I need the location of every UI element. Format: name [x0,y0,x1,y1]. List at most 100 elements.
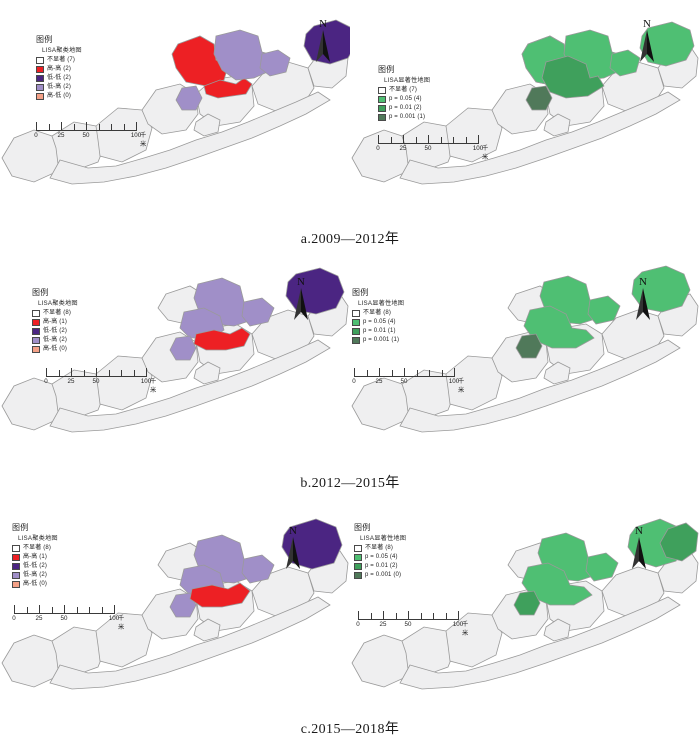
legend-swatch [36,74,44,82]
legend-item: p = 0.01 (2) [354,562,406,570]
scalebar-labels: 0 25 50 100 千米 [34,131,146,148]
legend-item: p = 0.001 (1) [352,336,404,344]
legend-item: p = 0.05 (4) [354,553,406,561]
north-arrow-b-right: N [630,276,656,322]
legend-swatch [32,345,40,353]
scalebar-label: 100 [452,621,464,628]
scalebar-ticks [378,135,482,144]
north-label: N [289,525,297,537]
legend-swatch [36,56,44,64]
legend-swatch [352,327,360,335]
legend-c-right: 图例 LISA显著性地图 不显著 (8) p = 0.05 (4) p = 0.… [354,523,406,580]
panel-c-left: 图例 LISA聚类地图 不显著 (8) 高-高 (1) 低-低 (2) [0,505,350,715]
legend-item: 不显著 (8) [12,544,58,552]
legend-item-label: 不显著 (7) [389,87,418,94]
scalebar-label: 25 [399,145,407,152]
scalebar-label: 100 [108,615,120,622]
legend-item: 不显著 (7) [36,56,82,64]
legend-item-label: 低-低 (2) [23,563,48,570]
scalebar-label: 100 [472,145,484,152]
legend-swatch [354,571,362,579]
scalebar-unit: 千米 [118,615,125,631]
legend-item: 不显著 (7) [378,86,430,94]
legend-item: 不显著 (8) [32,309,78,317]
legend-item-label: 高-低 (0) [23,581,48,588]
north-arrow-a-right: N [634,18,660,64]
scalebar-labels: 0 25 50 100 千米 [376,144,488,161]
legend-swatch [378,86,386,94]
legend-item-label: p = 0.01 (2) [365,563,398,570]
scalebar-a-right: 0 25 50 100 千米 [376,135,488,161]
legend-item-label: 高-高 (1) [23,554,48,561]
legend-item-label: 高-低 (0) [43,346,68,353]
highlight-regions [521,21,695,111]
scalebar-unit: 千米 [462,621,469,637]
legend-item-label: 不显著 (8) [43,310,72,317]
scalebar-label: 100 [130,132,142,139]
legend-item: 低-高 (2) [36,83,82,91]
legend-item: p = 0.01 (1) [352,327,404,335]
legend-item-label: 低-高 (2) [23,572,48,579]
caption-b: b.2012—2015年 [300,476,400,491]
legend-item-label: 不显著 (8) [363,310,392,317]
scalebar-ticks [354,368,458,377]
scalebar-label: 25 [379,621,387,628]
legend-swatch [12,553,20,561]
legend-swatch [378,113,386,121]
legend-item: p = 0.001 (0) [354,571,406,579]
legend-item-label: 低-高 (2) [43,337,68,344]
legend-subtitle: LISA显著性地图 [384,77,431,84]
legend-items: 不显著 (7) 高-高 (2) 低-低 (2) 低-高 (2) [36,56,82,100]
map-b-left [0,258,350,468]
highlight-regions [515,265,691,359]
legend-item: 高-低 (0) [12,580,58,588]
legend-swatch [352,336,360,344]
scalebar-label: 0 [352,378,356,385]
legend-items: 不显著 (7) p = 0.05 (4) p = 0.01 (2) p = 0.… [378,86,430,121]
panel-c-right: 图例 LISA显著性地图 不显著 (8) p = 0.05 (4) p = 0.… [350,505,700,715]
scalebar-labels: 0 25 50 100 千米 [352,377,464,394]
legend-item-label: 低-低 (2) [47,75,72,82]
compass-needle-icon [294,288,308,320]
legend-item: 低-低 (2) [36,74,82,82]
figure-row-a: 图例 LISA聚类地图 不显著 (7) 高-高 (2) 低-低 (2) [0,10,700,210]
legend-item-label: 不显著 (8) [23,545,52,552]
scalebar-label: 50 [400,378,408,385]
scalebar-label: 0 [34,132,38,139]
scalebar-ticks [358,611,462,620]
legend-item-label: 不显著 (8) [365,545,394,552]
legend-subtitle: LISA显著性地图 [358,300,405,307]
legend-title: 图例 [352,288,369,297]
legend-item: 低-低 (2) [12,562,58,570]
highlight-regions [169,267,345,361]
legend-swatch [354,553,362,561]
legend-swatch [32,318,40,326]
legend-item-label: p = 0.001 (1) [389,114,426,121]
legend-items: 不显著 (8) 高-高 (1) 低-低 (2) 低-高 (2) [12,544,58,588]
scalebar-unit: 千米 [482,145,489,161]
scalebar-label: 50 [404,621,412,628]
legend-swatch [378,95,386,103]
legend-item: 低-高 (2) [32,336,78,344]
compass-needle-icon [286,537,300,569]
legend-items: 不显著 (8) p = 0.05 (4) p = 0.01 (1) p = 0.… [352,309,404,344]
legend-item: 高-高 (1) [12,553,58,561]
legend-a-left: 图例 LISA聚类地图 不显著 (7) 高-高 (2) 低-低 (2) [36,35,82,101]
legend-swatch [36,92,44,100]
legend-title: 图例 [354,523,371,532]
caption-c: c.2015—2018年 [300,722,400,737]
legend-item-label: 低-低 (2) [43,328,68,335]
legend-b-left: 图例 LISA聚类地图 不显著 (8) 高-高 (1) 低-低 (2) [32,288,78,354]
map-a-right [350,10,700,220]
scalebar-a-left: 0 25 50 100 千米 [34,122,146,148]
legend-item-label: p = 0.05 (4) [363,319,396,326]
legend-item: 高-低 (0) [32,345,78,353]
legend-title: 图例 [12,523,29,532]
panel-b-left: 图例 LISA聚类地图 不显著 (8) 高-高 (1) 低-低 (2) [0,258,350,468]
legend-swatch [354,544,362,552]
base-regions [1,542,349,690]
legend-swatch [32,327,40,335]
north-arrow-c-right: N [626,525,652,571]
legend-item-label: p = 0.01 (1) [363,328,396,335]
